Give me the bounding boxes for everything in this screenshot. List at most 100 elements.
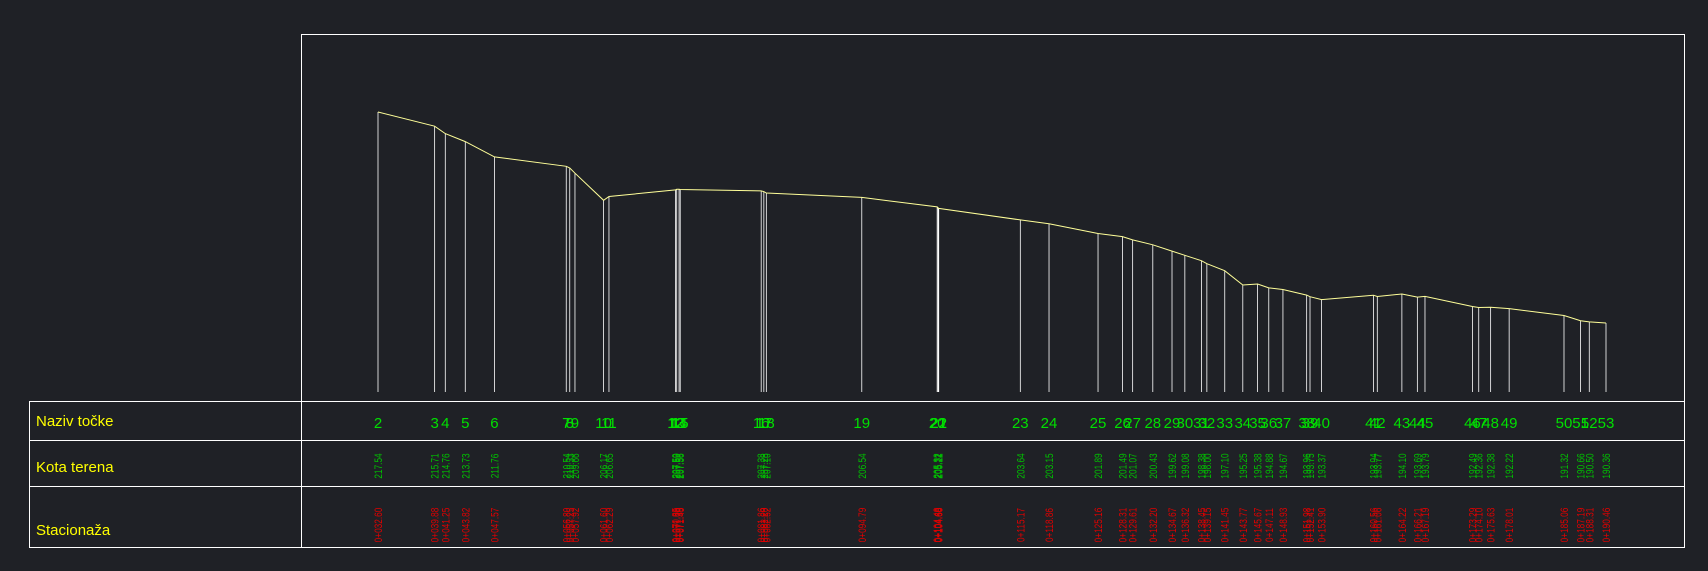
elevation-label: 205.12 (934, 453, 946, 478)
point-name-label: 29 (1164, 415, 1181, 432)
chainage-label: 0+071.45 (675, 508, 687, 543)
chainage-label: 0+041.25 (440, 508, 452, 543)
elevation-label: 191.32 (1559, 453, 1571, 478)
chainage-label: 0+062.29 (604, 508, 616, 543)
chainage-label: 0+043.82 (460, 508, 472, 543)
chainage-label: 0+141.45 (1220, 508, 1232, 543)
elevation-label: 206.65 (604, 453, 616, 478)
chainage-label: 0+057.25 (565, 508, 577, 543)
point-name-label: 47 (1470, 415, 1487, 432)
point-name-label: 44 (1409, 415, 1426, 432)
chainage-label: 0+104.60 (933, 507, 945, 542)
chainage-label: 0+148.93 (1278, 508, 1290, 543)
elevation-label: 190.66 (1576, 453, 1588, 478)
point-name-label: 17 (755, 415, 772, 432)
point-name-label: 5 (461, 415, 469, 432)
point-name-label: 50 (1556, 415, 1573, 432)
point-name-label: 18 (758, 415, 775, 432)
point-name-label: 7 (562, 415, 570, 432)
elevation-label: 210.33 (565, 453, 577, 478)
point-name-label: 16 (753, 415, 770, 432)
elevation-label: 214.76 (440, 453, 452, 478)
point-name-label: 23 (1012, 415, 1029, 432)
elevation-label: 209.66 (570, 453, 582, 478)
chainage-label: 0+187.19 (1576, 508, 1588, 543)
point-name-label: 45 (1417, 415, 1434, 432)
elevation-label: 207.59 (672, 453, 684, 478)
chainage-label: 0+061.60 (599, 507, 611, 542)
chainage-label: 0+082.20 (759, 507, 771, 542)
chainage-label: 0+143.77 (1238, 508, 1250, 543)
point-name-label: 46 (1464, 415, 1481, 432)
elevation-label: 194.88 (1264, 453, 1276, 478)
chainage-label: 0+160.56 (1368, 508, 1380, 543)
point-name-label: 40 (1313, 415, 1330, 432)
point-name-label: 3 (430, 415, 438, 432)
point-name-label: 6 (490, 415, 498, 432)
point-name-label: 51 (1572, 415, 1589, 432)
chainage-label: 0+153.90 (1317, 507, 1329, 542)
elevation-label: 205.21 (933, 453, 945, 478)
point-name-label: 32 (1199, 415, 1216, 432)
elevation-label: 193.96 (1302, 453, 1314, 478)
elevation-label: 206.54 (857, 453, 869, 479)
elevation-label: 207.50 (670, 453, 682, 479)
chainage-label: 0+151.98 (1302, 508, 1314, 543)
chainage-label: 0+178.01 (1504, 508, 1516, 543)
chainage-label: 0+115.17 (1015, 508, 1027, 542)
chainage-label: 0+082.52 (761, 508, 773, 543)
elevation-label: 201.49 (1117, 453, 1129, 478)
point-name-label: 20 (929, 415, 946, 432)
chainage-label: 0+104.48 (932, 508, 944, 543)
chainage-label: 0+173.29 (1467, 508, 1479, 543)
point-name-label: 43 (1394, 415, 1411, 432)
chainage-label: 0+104.68 (934, 508, 946, 543)
point-name-label: 22 (930, 415, 947, 432)
chainage-label: 0+164.22 (1397, 508, 1409, 543)
chainage-label: 0+136.32 (1180, 508, 1192, 543)
chainage-label: 0+081.86 (756, 508, 768, 543)
elevation-label: 195.25 (1238, 453, 1250, 478)
elevation-label: 211.76 (489, 454, 501, 479)
point-name-label: 36 (1260, 415, 1277, 432)
point-name-label: 48 (1482, 415, 1499, 432)
station-lines (377, 112, 1607, 392)
elevation-label: 193.94 (1368, 453, 1380, 479)
point-name-label: 30 (1176, 415, 1193, 432)
chainage-label: 0+132.20 (1148, 507, 1160, 542)
chainage-labels: 0+032.60 0+039.880+041.25 0+043.82 0+047.57… (373, 507, 1613, 542)
elevation-label: 207.28 (759, 453, 771, 478)
point-name-label: 28 (1144, 415, 1161, 432)
chainage-label: 0+190.46 (1601, 508, 1613, 543)
elevation-label: 193.79 (1420, 453, 1432, 478)
point-name-label: 39 (1302, 415, 1319, 432)
point-name-label: 2 (374, 415, 382, 432)
chainage-label: 0+174.10 (1474, 507, 1486, 542)
elevation-label: 194.67 (1278, 453, 1290, 478)
elevation-label: 205.32 (932, 453, 944, 478)
table-frame (29, 401, 1685, 548)
elevation-label: 203.15 (1044, 453, 1056, 478)
point-name-label: 42 (1369, 415, 1386, 432)
chainage-label: 0+128.31 (1117, 508, 1129, 543)
point-name-label: 26 (1114, 415, 1131, 432)
chainage-label: 0+152.41 (1305, 508, 1317, 543)
elevation-label: 207.56 (675, 453, 687, 478)
point-name-label: 53 (1598, 415, 1615, 432)
elevation-label: 193.37 (1317, 453, 1329, 478)
chainage-label: 0+139.15 (1202, 508, 1214, 543)
point-name-label: 41 (1365, 415, 1382, 432)
point-name-label: 19 (853, 415, 870, 432)
chainage-label: 0+129.61 (1128, 508, 1140, 543)
terrain-profile-line (377, 111, 1607, 324)
point-name-label: 24 (1041, 415, 1058, 432)
elevation-label: 192.36 (1474, 453, 1486, 478)
elevation-label: 217.54 (373, 453, 385, 479)
elevation-label: 201.07 (1128, 453, 1140, 478)
chainage-label: 0+057.92 (570, 508, 582, 543)
point-name-label: 15 (672, 415, 689, 432)
elevation-label: 207.10 (761, 453, 773, 479)
point-name-label: 21 (930, 415, 947, 432)
